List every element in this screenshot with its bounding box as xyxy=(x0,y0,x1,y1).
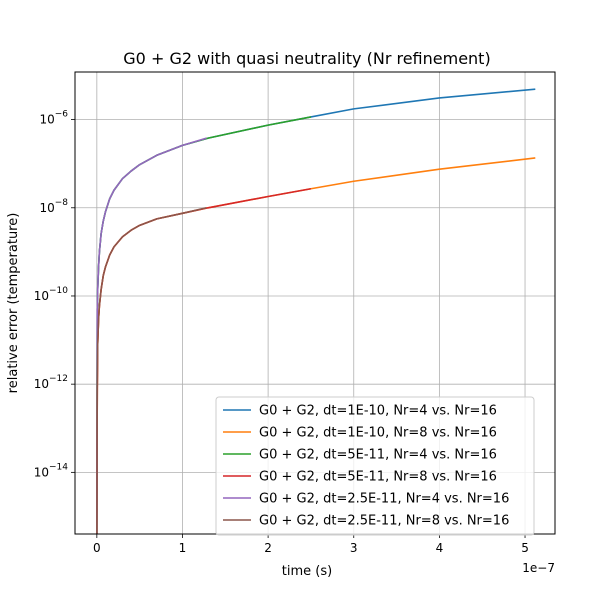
x-tick-label: 4 xyxy=(436,541,444,555)
y-axis-label: relative error (temperature) xyxy=(6,213,21,394)
x-tick-label: 0 xyxy=(93,541,101,555)
grid xyxy=(75,72,555,534)
x-tick-label: 3 xyxy=(350,541,358,555)
legend-box xyxy=(215,396,535,536)
y-tick-exponent: −6 xyxy=(55,110,69,120)
y-tick-exponent: −10 xyxy=(49,286,68,296)
y-tick-base: 10 xyxy=(39,201,54,215)
x-tick-label: 1 xyxy=(179,541,187,555)
legend-label-2: G0 + G2, dt=1E-10, Nr=8 vs. Nr=16 xyxy=(259,426,497,441)
legend-label-5: G0 + G2, dt=2.5E-11, Nr=4 vs. Nr=16 xyxy=(259,492,509,507)
y-tick-exponent: −12 xyxy=(49,374,68,384)
legend-label-1: G0 + G2, dt=1E-10, Nr=4 vs. Nr=16 xyxy=(259,404,497,419)
legend: G0 + G2, dt=1E-10, Nr=4 vs. Nr=16 G0 + G2… xyxy=(215,396,535,536)
chart-title: G0 + G2 with quasi neutrality (Nr refine… xyxy=(123,49,490,68)
y-tick-exponent: −14 xyxy=(49,462,68,472)
series-line-6 xyxy=(96,207,207,535)
y-tick-label: 10−12 xyxy=(34,374,68,391)
y-tick-label: 10−6 xyxy=(39,110,68,127)
x-axis-ticks: 0 1 2 3 4 5 xyxy=(93,534,529,555)
y-tick-base: 10 xyxy=(34,465,49,479)
x-tick-label: 2 xyxy=(264,541,272,555)
x-axis-label: time (s) xyxy=(282,564,332,579)
x-tick-label: 5 xyxy=(521,541,529,555)
y-tick-base: 10 xyxy=(34,377,49,391)
series-lines xyxy=(96,88,536,535)
y-tick-base: 10 xyxy=(39,113,54,127)
y-tick-label: 10−10 xyxy=(34,286,69,303)
legend-label-4: G0 + G2, dt=5E-11, Nr=8 vs. Nr=16 xyxy=(259,470,497,485)
y-tick-base: 10 xyxy=(34,289,49,303)
y-tick-label: 10−14 xyxy=(34,462,69,479)
y-tick-label: 10−8 xyxy=(39,198,68,215)
legend-label-6: G0 + G2, dt=2.5E-11, Nr=8 vs. Nr=16 xyxy=(259,514,509,529)
series-line-5 xyxy=(96,137,207,535)
x-axis-offset-label: 1e−7 xyxy=(522,561,555,575)
legend-label-3: G0 + G2, dt=5E-11, Nr=4 vs. Nr=16 xyxy=(259,448,497,463)
y-tick-exponent: −8 xyxy=(55,198,69,208)
